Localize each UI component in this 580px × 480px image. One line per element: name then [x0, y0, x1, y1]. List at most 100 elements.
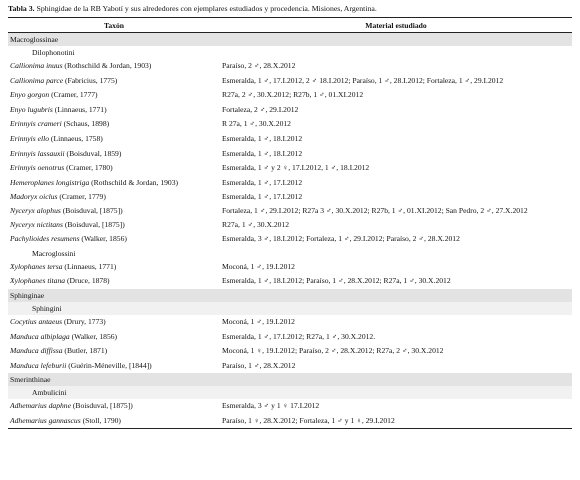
- subfamily-row: Smerinthinae: [8, 373, 572, 387]
- table-row: Xylophanes tersa (Linnaeus, 1771) Moconá,…: [8, 260, 572, 275]
- material-cell: Esmeralda, 3 ♂, 18.I.2012; Fortaleza, 1 …: [222, 234, 460, 244]
- table-row: Manduca diffissa (Butler, 1871) Moconá, 1…: [8, 344, 572, 359]
- taxon-cell: Adhemarius gannascus (Stoll, 1790): [8, 413, 220, 430]
- species-author: (Stoll, 1790): [80, 415, 121, 425]
- species-author: (Druce, 1878): [65, 276, 110, 286]
- species-table: Taxón Material estudiado Macroglossinae D…: [8, 17, 572, 430]
- table-row: Adhemarius daphne (Boisduval, [1875]) Esm…: [8, 399, 572, 414]
- species-name: Cocytius antaeus: [10, 316, 63, 326]
- material-cell: R 27a, 1 ♂, 30.X.2012: [222, 119, 291, 129]
- species-name: Erinnyis crameri: [10, 119, 62, 129]
- taxon-cell: Erinnyis crameri (Schaus, 1898): [8, 117, 220, 132]
- taxon-cell: Enyo gorgon (Cramer, 1777): [8, 88, 220, 103]
- taxon-cell: Adhemarius daphne (Boisduval, [1875]): [8, 399, 220, 414]
- table-row: Callionima inuus (Rothschild & Jordan, 1…: [8, 59, 572, 74]
- species-author: (Rothschild & Jordan, 1903): [89, 177, 179, 187]
- material-cell: Paraíso, 2 ♂, 28.X.2012: [222, 61, 296, 70]
- tribe-name: Macroglossini: [32, 248, 76, 258]
- subfamily-name: Macroglossinae: [8, 32, 572, 46]
- material-cell: Esmeralda, 1 ♂, 17.I.2012, 2 ♂ 18.I.2012…: [222, 75, 504, 85]
- taxon-cell: Callionima inuus (Rothschild & Jordan, 1…: [8, 59, 220, 74]
- species-name: Callionima parce: [10, 75, 64, 85]
- tribe-row: Ambulicini: [8, 386, 572, 400]
- species-name: Erinnyis oenotrus: [10, 163, 65, 173]
- material-cell: Esmeralda, 1 ♂, 18.I.2012; Paraíso, 1 ♂,…: [222, 276, 451, 286]
- species-name: Manduca diffissa: [10, 346, 63, 356]
- material-cell: Esmeralda, 3 ♂ y 1 ♀ 17.I.2012: [222, 401, 320, 411]
- species-name: Callionima inuus: [10, 61, 63, 70]
- material-cell: Esmeralda, 1 ♂, 17.I.2012; R27a, 1 ♂, 30…: [222, 331, 376, 341]
- species-name: Erinnyis ello: [10, 133, 50, 143]
- species-author: (Linnaeus, 1758): [49, 133, 103, 143]
- header-taxon: Taxón: [8, 17, 220, 33]
- species-name: Nyceryx alophus: [10, 205, 61, 215]
- species-author: (Drury, 1773): [62, 316, 106, 326]
- species-author: (Boisduval, [1875]): [60, 205, 123, 215]
- table-row: Nyceryx nictitans (Boisduval, [1875]) R27…: [8, 218, 572, 233]
- caption-label: Tabla 3.: [8, 4, 35, 13]
- species-name: Adhemarius daphne: [10, 401, 71, 411]
- taxon-cell: Hemeroplanes longistriga (Rothschild & J…: [8, 176, 220, 191]
- species-author: (Fabricius, 1775): [63, 75, 118, 85]
- species-author: (Butler, 1871): [62, 346, 108, 356]
- material-cell: R27a, 1 ♂, 30.X.2012: [222, 219, 290, 229]
- material-cell: Fortaleza, 2 ♂, 29.I.2012: [222, 104, 299, 114]
- material-cell: Moconá, 1 ♂, 19.I.2012: [222, 261, 295, 271]
- table-row: Erinnyis ello (Linnaeus, 1758) Esmeralda,…: [8, 132, 572, 147]
- table-row: Madoryx oiclus (Cramer, 1779) Esmeralda, …: [8, 190, 572, 205]
- taxon-cell: Pachylioides resumens (Walker, 1856): [8, 232, 220, 247]
- species-author: (Rothschild & Jordan, 1903): [62, 61, 152, 70]
- table-row: Manduca lefeburii (Guérin-Méneville, [18…: [8, 359, 572, 374]
- table-row: Callionima parce (Fabricius, 1775) Esmera…: [8, 74, 572, 89]
- species-name: Enyo lugubris: [10, 104, 53, 114]
- material-cell: Moconá, 1 ♀, 19.I.2012; Paraíso, 2 ♂, 28…: [222, 346, 444, 356]
- table-row: Erinnyis crameri (Schaus, 1898) R 27a, 1 …: [8, 117, 572, 132]
- taxon-cell: Enyo lugubris (Linnaeus, 1771): [8, 103, 220, 118]
- material-cell: Esmeralda, 1 ♂ y 2 ♀, 17.I.2012, 1 ♂, 18…: [222, 163, 370, 173]
- species-name: Adhemarius gannascus: [10, 415, 81, 425]
- species-name: Xylophanes titana: [10, 276, 66, 286]
- subfamily-row: Macroglossinae: [8, 32, 572, 46]
- species-author: (Boisduval, [1875]): [62, 219, 125, 229]
- taxon-cell: Cocytius antaeus (Drury, 1773): [8, 315, 220, 330]
- document-page: Tabla 3. Sphingidae de la RB Yabotí y su…: [8, 0, 572, 430]
- material-cell: Paraíso, 1 ♂, 28.X.2012: [222, 360, 296, 370]
- species-author: (Walker, 1856): [79, 234, 127, 244]
- species-name: Enyo gorgon: [10, 90, 50, 100]
- species-name: Manduca albiplaga: [10, 331, 70, 341]
- subfamily-name: Smerinthinae: [8, 373, 572, 387]
- species-author: (Cramer, 1779): [57, 192, 106, 202]
- taxon-cell: Xylophanes tersa (Linnaeus, 1771): [8, 260, 220, 275]
- species-name: Xylophanes tersa: [10, 261, 63, 271]
- species-author: (Linnaeus, 1771): [52, 104, 107, 114]
- table-row: Erinnyis oenotrus (Cramer, 1780) Esmerald…: [8, 161, 572, 176]
- material-cell: Esmeralda, 1 ♂, 17.I.2012: [222, 192, 303, 202]
- taxon-cell: Madoryx oiclus (Cramer, 1779): [8, 190, 220, 205]
- species-author: (Cramer, 1780): [64, 163, 113, 173]
- taxon-cell: Nyceryx alophus (Boisduval, [1875]): [8, 205, 220, 218]
- taxon-cell: Nyceryx nictitans (Boisduval, [1875]): [8, 218, 220, 233]
- species-author: (Walker, 1856): [69, 331, 118, 341]
- taxon-cell: Erinnyis oenotrus (Cramer, 1780): [8, 161, 220, 176]
- tribe-name: Ambulicini: [8, 386, 572, 400]
- taxon-cell: Xylophanes titana (Druce, 1878): [8, 274, 220, 289]
- taxon-cell: Erinnyis lassauxii (Boisduval, 1859): [8, 147, 220, 162]
- subfamily-row: Sphinginae: [8, 288, 572, 302]
- table-row: Cocytius antaeus (Drury, 1773) Moconá, 1 …: [8, 315, 572, 330]
- tribe-row: Dilophonotini: [8, 46, 572, 59]
- material-cell: R27a, 2 ♂, 30.X.2012; R27b, 1 ♂, 01.XI.2…: [222, 90, 364, 100]
- table-row: Xylophanes titana (Druce, 1878) Esmeralda…: [8, 274, 572, 289]
- species-name: Manduca lefeburii: [10, 360, 67, 370]
- species-author: (Cramer, 1777): [49, 90, 98, 100]
- taxon-cell: Manduca lefeburii (Guérin-Méneville, [18…: [8, 359, 220, 374]
- material-cell: Paraíso, 1 ♀, 28.X.2012; Fortaleza, 1 ♂ …: [220, 413, 572, 430]
- tribe-row: Macroglossini: [8, 247, 572, 260]
- species-name: Erinnyis lassauxii: [10, 148, 65, 158]
- species-author: (Schaus, 1898): [61, 119, 110, 129]
- table-caption: Tabla 3. Sphingidae de la RB Yabotí y su…: [8, 4, 572, 14]
- species-name: Hemeroplanes longistriga: [10, 177, 90, 187]
- header-material: Material estudiado: [220, 17, 572, 33]
- table-body: Macroglossinae Dilophonotini Callionima in…: [8, 32, 572, 430]
- material-cell: Esmeralda, 1 ♂, 18.I.2012: [222, 133, 303, 143]
- species-author: (Linnaeus, 1771): [62, 261, 117, 271]
